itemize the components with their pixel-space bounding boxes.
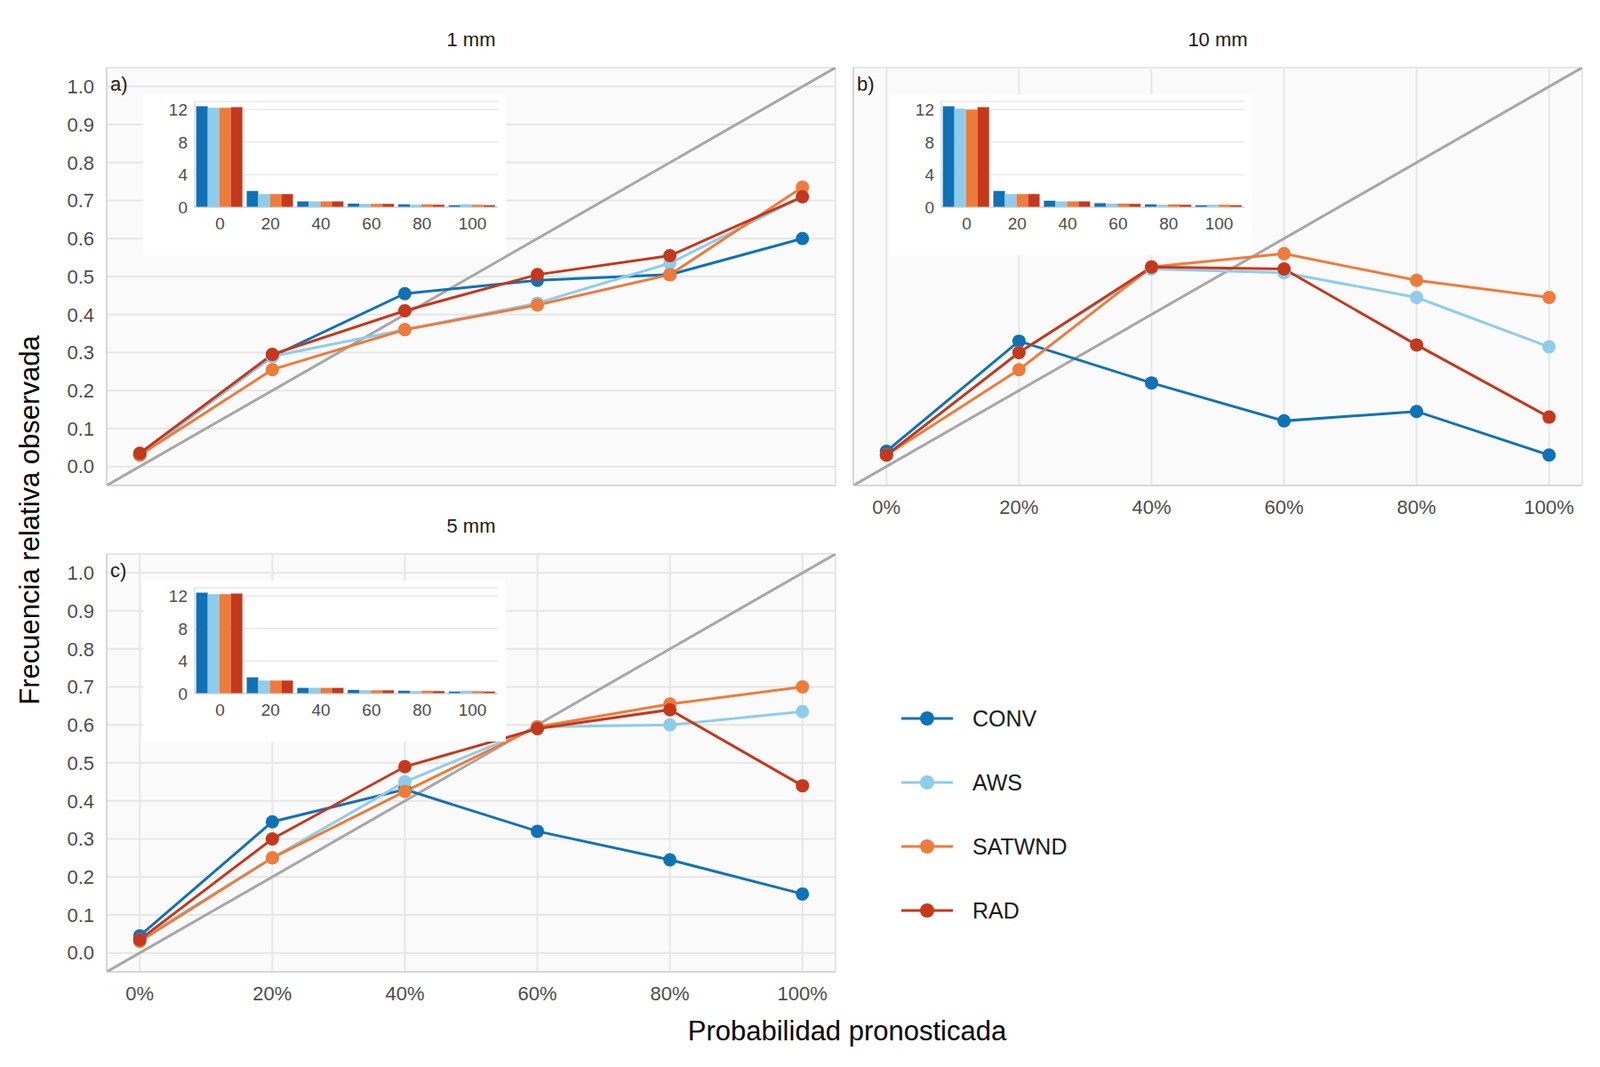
- svg-text:8: 8: [177, 133, 188, 152]
- svg-text:0%: 0%: [125, 982, 154, 1005]
- svg-text:100: 100: [1205, 214, 1234, 233]
- svg-text:0.2: 0.2: [66, 865, 95, 888]
- html-text:5 mm: 5 mm: [446, 514, 496, 537]
- svg-text:8: 8: [177, 619, 188, 639]
- svg-text:4: 4: [924, 165, 935, 184]
- svg-text:20%: 20%: [252, 982, 292, 1005]
- svg-text:40: 40: [312, 214, 331, 233]
- svg-text:12: 12: [915, 100, 935, 120]
- svg-text:80: 80: [412, 214, 432, 233]
- svg-text:0.6: 0.6: [66, 713, 95, 736]
- svg-text:12: 12: [168, 100, 188, 120]
- svg-text:20%: 20%: [999, 496, 1039, 519]
- svg-text:80%: 80%: [650, 982, 690, 1005]
- svg-text:0.9: 0.9: [66, 600, 95, 623]
- svg-text:60: 60: [361, 214, 381, 233]
- svg-text:4: 4: [177, 651, 188, 671]
- svg-text:0.4: 0.4: [66, 304, 95, 327]
- svg-text:0.5: 0.5: [66, 265, 95, 288]
- svg-text:0.2: 0.2: [66, 379, 95, 402]
- svg-text:80: 80: [1159, 214, 1178, 233]
- svg-text:0.4: 0.4: [66, 790, 95, 813]
- svg-text:80: 80: [412, 700, 432, 720]
- svg-text:0.1: 0.1: [66, 417, 95, 440]
- html-text:c): c): [110, 559, 127, 582]
- svg-text:12: 12: [168, 586, 188, 606]
- svg-text:60: 60: [1108, 214, 1128, 233]
- svg-text:100%: 100%: [777, 982, 828, 1005]
- svg-text:100%: 100%: [1524, 496, 1575, 519]
- svg-text:0.0: 0.0: [66, 455, 95, 478]
- svg-text:100: 100: [458, 214, 488, 233]
- svg-text:1.0: 1.0: [66, 561, 95, 584]
- svg-text:60: 60: [361, 700, 381, 720]
- svg-text:0%: 0%: [872, 496, 901, 519]
- svg-text:40%: 40%: [384, 982, 424, 1005]
- svg-text:0.3: 0.3: [66, 341, 95, 364]
- svg-text:0: 0: [177, 684, 188, 704]
- html-text:Probabilidad pronosticada: Probabilidad pronosticada: [687, 1015, 1007, 1047]
- svg-text:0.1: 0.1: [66, 904, 95, 927]
- html-text:b): b): [856, 72, 875, 96]
- svg-text:60%: 60%: [518, 982, 558, 1005]
- html-text:CONV: CONV: [972, 705, 1037, 731]
- html-text:1 mm: 1 mm: [446, 28, 496, 51]
- svg-text:0.7: 0.7: [66, 675, 95, 698]
- html-text:Frecuencia relativa observada: Frecuencia relativa observada: [14, 335, 46, 705]
- svg-text:80%: 80%: [1397, 496, 1437, 519]
- html-text:RAD: RAD: [972, 897, 1020, 923]
- svg-text:0: 0: [215, 214, 225, 233]
- html-text:SATWND: SATWND: [972, 833, 1068, 859]
- svg-text:0: 0: [961, 214, 972, 233]
- svg-text:0.5: 0.5: [66, 752, 95, 775]
- svg-text:60%: 60%: [1264, 496, 1304, 519]
- svg-text:4: 4: [177, 165, 188, 184]
- svg-text:1.0: 1.0: [66, 75, 95, 98]
- svg-text:0.0: 0.0: [66, 941, 95, 964]
- html-text:10 mm: 10 mm: [1187, 28, 1248, 51]
- svg-text:40: 40: [312, 700, 331, 720]
- svg-text:40%: 40%: [1131, 496, 1171, 519]
- svg-text:0.8: 0.8: [66, 638, 95, 661]
- html-text:AWS: AWS: [972, 769, 1023, 795]
- svg-text:20: 20: [1008, 214, 1027, 233]
- svg-text:0.9: 0.9: [66, 113, 95, 136]
- svg-text:40: 40: [1058, 214, 1078, 233]
- svg-text:0.3: 0.3: [66, 827, 95, 850]
- svg-text:0: 0: [215, 700, 225, 720]
- svg-text:0.8: 0.8: [66, 152, 95, 175]
- svg-text:20: 20: [261, 700, 280, 720]
- svg-text:20: 20: [261, 214, 280, 233]
- svg-text:0: 0: [177, 198, 188, 217]
- svg-text:100: 100: [458, 700, 488, 720]
- svg-text:8: 8: [924, 133, 935, 152]
- svg-text:0.7: 0.7: [66, 189, 95, 212]
- svg-text:0: 0: [924, 198, 935, 217]
- html-text:a): a): [110, 72, 128, 96]
- svg-text:0.6: 0.6: [66, 227, 95, 250]
